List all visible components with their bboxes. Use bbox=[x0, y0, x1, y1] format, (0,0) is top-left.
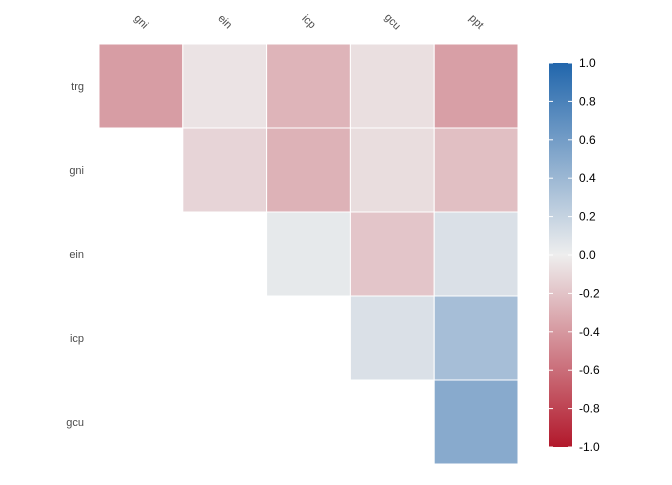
colorbar-tick-label: -0.2 bbox=[579, 286, 600, 300]
colorbar-tick-label: 0.0 bbox=[579, 248, 596, 262]
colorbar-tick-label: -0.6 bbox=[579, 363, 600, 377]
colorbar-tick-label: -0.8 bbox=[579, 402, 600, 416]
x-label-ppt: ppt bbox=[467, 12, 486, 31]
colorbar-tick-label: 0.2 bbox=[579, 210, 596, 224]
y-axis-labels: trg gni ein icp gcu bbox=[66, 81, 84, 429]
cell-ein-ppt bbox=[433, 211, 519, 297]
cell-gni-ein bbox=[182, 127, 268, 213]
cell-trg-gni bbox=[98, 43, 184, 129]
colorbar-legend: 1.0 0.8 0.6 0.4 0.2 0.0 -0.2 -0.4 -0.6 -0.8 -1.0 bbox=[549, 56, 600, 454]
y-label-icp: icp bbox=[70, 333, 84, 345]
cell-gni-icp bbox=[266, 127, 351, 213]
cell-gni-ppt bbox=[433, 127, 519, 213]
y-label-trg: trg bbox=[71, 81, 84, 93]
cell-trg-gcu bbox=[349, 43, 435, 129]
cell-trg-ppt bbox=[433, 43, 519, 129]
x-label-gni: gni bbox=[132, 12, 151, 31]
colorbar-tick-label: 1.0 bbox=[579, 56, 596, 70]
cell-trg-icp bbox=[266, 43, 351, 129]
y-label-ein: ein bbox=[69, 249, 84, 261]
colorbar-tick-label: 0.8 bbox=[579, 94, 596, 108]
x-label-ein: ein bbox=[215, 12, 234, 31]
colorbar-tick-label: 0.6 bbox=[579, 133, 596, 147]
x-label-icp: icp bbox=[299, 13, 317, 31]
cell-ein-gcu bbox=[349, 211, 435, 297]
colorbar bbox=[549, 63, 572, 447]
cell-gcu-ppt bbox=[433, 379, 519, 465]
x-axis-labels: gni ein icp gcu ppt bbox=[132, 11, 486, 32]
y-label-gni: gni bbox=[69, 165, 84, 177]
colorbar-tick-label: -1.0 bbox=[579, 440, 600, 454]
cell-trg-ein bbox=[182, 43, 268, 129]
y-label-gcu: gcu bbox=[66, 417, 84, 429]
cell-gni-gcu bbox=[349, 127, 435, 213]
colorbar-tick-label: 0.4 bbox=[579, 171, 596, 185]
x-label-gcu: gcu bbox=[382, 11, 403, 32]
cell-icp-ppt bbox=[433, 295, 519, 381]
heatmap-cells bbox=[98, 43, 519, 465]
cell-ein-icp bbox=[266, 211, 351, 297]
colorbar-tick-label: -0.4 bbox=[579, 325, 600, 339]
cell-icp-gcu bbox=[349, 295, 435, 381]
